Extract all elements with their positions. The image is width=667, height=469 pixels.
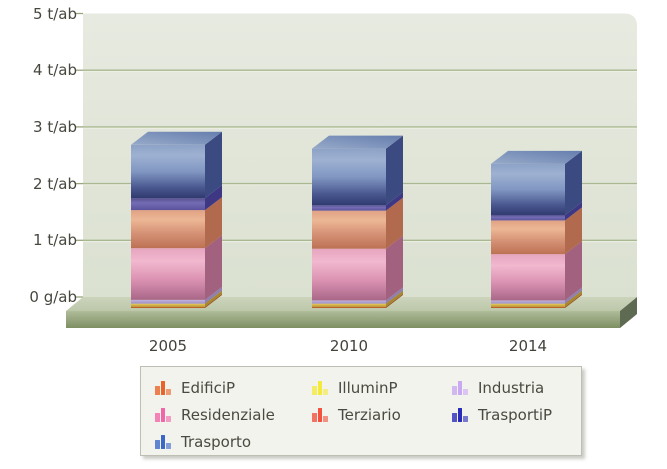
bar-2014-top-face [491,150,582,164]
bar-2005 [131,131,222,308]
bar-2010-side-residenziale [386,235,403,301]
series-mini-barchart-icon [155,380,172,395]
bar-2005-segment-trasporto [131,144,205,199]
bar-2005-top-face [131,131,222,145]
bar-2014-segment-edificip [491,306,565,308]
y-axis-tick-label: 0 g/ab [29,288,77,306]
y-axis-tick-label: 1 t/ab [33,231,77,250]
legend-item-label: IlluminP [338,378,398,397]
bar-2005-side-residenziale [205,235,222,300]
legend-item-residenziale: Residenziale [155,407,312,423]
series-mini-barchart-icon [312,407,329,422]
x-axis-category-label: 2010 [329,337,369,355]
bar-2010-segment-residenziale [312,248,386,301]
bar-2014 [491,150,582,308]
legend-item-label: Industria [478,378,545,397]
legend-item-industria: Industria [452,380,581,396]
x-axis-category-label: 2005 [148,337,188,355]
bar-2005-segment-illuminp [131,303,205,307]
bar-2005-segment-industria [131,299,205,304]
bar-2005-side-edificip [205,293,222,308]
legend-item-label: Trasporto [181,432,252,451]
bar-2014-segment-residenziale [491,254,565,301]
bar-2010-side-trasporto [386,135,403,206]
legend-item-label: EdificiP [181,378,236,397]
bar-2010-side-illuminp [386,290,403,307]
bar-2005-segment-trasportip [131,198,205,211]
bar-2010-side-trasportip [386,192,403,211]
bar-2005-side-illuminp [205,290,222,307]
x-axis-category-label: 2014 [508,337,548,355]
bar-2010-side-terziario [386,197,403,249]
bar-2010-segment-illuminp [312,303,386,307]
y-axis-tick-label: 4 t/ab [33,61,77,80]
bar-2014-side-terziario [565,207,582,255]
y-axis-tick-label: 3 t/ab [33,117,77,136]
y-axis-tick-label: 2 t/ab [33,174,77,193]
bar-2010-segment-industria [312,300,386,304]
chart-legend: EdificiP IlluminP Industria Residenziale Ter… [140,366,582,456]
bar-2005-side-industria [205,286,222,304]
bar-2014-side-edificip [565,293,582,308]
bar-2010-segment-terziario [312,210,386,249]
legend-item-label: Terziario [338,405,401,424]
bar-2005-side-trasportip [205,185,222,211]
series-mini-barchart-icon [452,380,469,395]
bar-2005-segment-residenziale [131,248,205,300]
bar-2010-segment-trasportip [312,205,386,211]
floor-front-face [66,311,620,328]
bar-2010-side-industria [386,287,403,304]
bar-2010-segment-edificip [312,306,386,308]
legend-item-edificip: EdificiP [155,380,312,396]
bar-2014-segment-trasportip [491,214,565,221]
bar-2014-side-trasporto [565,150,582,215]
floor-side-face [620,297,637,328]
bar-2005-segment-edificip [131,306,205,308]
bar-2014-side-industria [565,287,582,304]
bar-2010 [312,135,403,308]
legend-item-label: TrasportiP [478,405,553,424]
bar-2014-segment-industria [491,300,565,304]
bar-2014-segment-illuminp [491,303,565,307]
bar-2010-segment-trasporto [312,148,386,206]
bar-2005-segment-terziario [131,210,205,249]
bar-2014-side-illuminp [565,290,582,307]
series-mini-barchart-icon [452,407,469,422]
series-mini-barchart-icon [155,434,172,449]
legend-item-trasporto: Trasporto [155,434,312,450]
bar-2010-top-face [312,135,403,149]
series-mini-barchart-icon [312,380,329,395]
bar-2014-side-trasportip [565,201,582,221]
bar-2010-side-edificip [386,293,403,308]
legend-item-terziario: Terziario [312,407,452,423]
bar-2014-segment-trasporto [491,163,565,215]
bar-2005-side-terziario [205,197,222,249]
bar-2005-side-trasporto [205,131,222,199]
series-mini-barchart-icon [155,407,172,422]
legend-item-illuminp: IlluminP [312,380,452,396]
bar-2014-segment-terziario [491,220,565,255]
legend-item-trasportip: TrasportiP [452,407,581,423]
legend-item-label: Residenziale [181,405,275,424]
y-axis-tick-label: 5 t/ab [33,4,77,23]
bar-2014-side-residenziale [565,241,582,301]
